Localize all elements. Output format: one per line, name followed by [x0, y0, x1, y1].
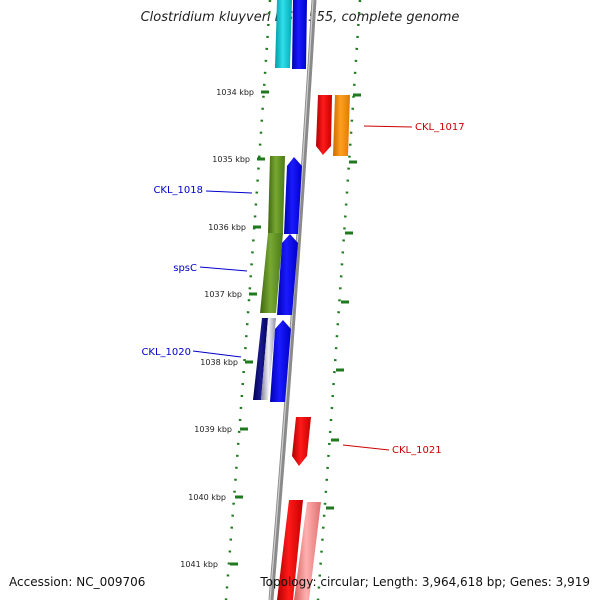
tick-label-1034: 1034 kbp: [216, 88, 254, 97]
accession-text: Accession: NC_009706: [9, 575, 146, 589]
tick-label-1037: 1037 kbp: [204, 290, 242, 299]
gene-spsc-olive: [260, 233, 283, 313]
leader-ckl-1020: [192, 350, 242, 358]
leader-ckl-1021: [342, 444, 390, 451]
gene-ckl-1020-grey: [261, 318, 276, 400]
tick-label-1036: 1036 kbp: [208, 223, 246, 232]
gene-ckl-1020-blue: [270, 320, 291, 402]
tick-label-1040: 1040 kbp: [188, 493, 226, 502]
gene-ckl-1018-blue: [284, 157, 302, 234]
gene-top-blue: [292, 0, 307, 69]
scale-ticks: [230, 90, 361, 566]
leader-spsc: [199, 266, 248, 272]
tick-label-1035: 1035 kbp: [212, 155, 250, 164]
gene-label-ckl-1017[interactable]: CKL_1017: [415, 122, 465, 133]
topology-text: Topology: circular; Length: 3,964,618 bp…: [260, 575, 590, 589]
tick-label-1041: 1041 kbp: [180, 560, 218, 569]
gene-spsc-blue: [277, 234, 298, 315]
gene-ckl-1018-olive: [268, 156, 285, 233]
right-guide-ring: [316, 0, 362, 600]
gene-bottom-red: [277, 500, 303, 600]
leader-ckl-1018: [205, 190, 253, 194]
gene-label-spsc[interactable]: spsC: [173, 263, 197, 274]
gene-label-ckl-1021[interactable]: CKL_1021: [392, 445, 442, 456]
gene-ckl-1020-navy: [253, 318, 268, 400]
left-guide-ring: [224, 0, 272, 600]
gene-label-ckl-1018[interactable]: CKL_1018: [153, 185, 203, 196]
gene-top-cyan: [275, 0, 292, 68]
gene-bottom-light-red: [294, 502, 321, 600]
gene-ckl-1017-red: [316, 95, 332, 155]
genome-backbone: [268, 0, 317, 600]
tick-label-1038: 1038 kbp: [200, 358, 238, 367]
tick-label-1039: 1039 kbp: [194, 425, 232, 434]
gene-label-ckl-1020[interactable]: CKL_1020: [141, 347, 191, 358]
gene-ckl-1017-orange: [333, 95, 350, 156]
leader-ckl-1017: [363, 125, 413, 128]
gene-ckl-1021-red: [292, 417, 311, 466]
